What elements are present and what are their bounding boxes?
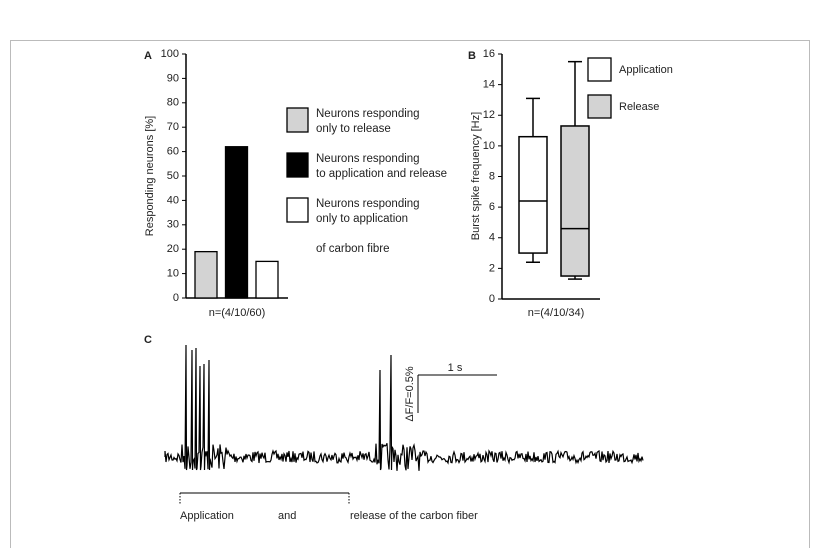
y-tick-label: 4 [489, 232, 495, 244]
y-tick-label: 16 [483, 48, 495, 60]
frame [10, 40, 810, 548]
trace [164, 344, 644, 471]
legend-label: Application [619, 64, 673, 76]
legend-label: Release [619, 101, 659, 113]
y-tick-label: 10 [167, 268, 179, 280]
y-axis-label: Burst spike frequency [Hz] [470, 112, 482, 240]
legend-label: Neurons responding only to release [316, 108, 420, 135]
y-tick-label: 0 [173, 292, 179, 304]
y-tick-label: 60 [167, 146, 179, 158]
y-tick-label: 0 [489, 293, 495, 305]
y-tick-label: 90 [167, 72, 179, 84]
y-tick-label: 20 [167, 243, 179, 255]
panel-label: A [144, 50, 152, 62]
annotation: release of the carbon fiber [350, 510, 478, 522]
bar [255, 260, 279, 299]
y-tick-label: 40 [167, 194, 179, 206]
box [560, 125, 590, 277]
y-tick-label: 14 [483, 79, 495, 91]
annotation: Application [180, 510, 234, 522]
y-tick-label: 50 [167, 170, 179, 182]
box [518, 135, 548, 254]
scale-label: ΔF/F=0.5% [404, 366, 416, 422]
legend-swatch [286, 152, 309, 178]
bar [194, 250, 218, 299]
x-axis-label: n=(4/10/34) [528, 307, 585, 319]
legend-swatch [286, 107, 309, 133]
panel-label: B [468, 50, 476, 62]
legend-label: Neurons responding only to application o… [316, 198, 420, 255]
x-axis-label: n=(4/10/60) [209, 307, 266, 319]
legend-swatch [587, 94, 612, 119]
y-axis-label: Responding neurons [%] [144, 116, 156, 236]
y-tick-label: 8 [489, 170, 495, 182]
y-tick-label: 70 [167, 121, 179, 133]
legend-swatch [587, 57, 612, 82]
legend-label: Neurons responding to application and re… [316, 153, 448, 180]
y-tick-label: 30 [167, 219, 179, 231]
y-tick-label: 80 [167, 97, 179, 109]
y-tick-label: 12 [483, 109, 495, 121]
legend-swatch [286, 197, 309, 223]
annotation: and [278, 510, 296, 522]
panel-label: C [144, 334, 152, 346]
y-tick-label: 100 [161, 48, 179, 60]
y-tick-label: 6 [489, 201, 495, 213]
y-tick-label: 2 [489, 262, 495, 274]
scale-label: 1 s [448, 362, 463, 374]
bar [224, 146, 249, 299]
y-tick-label: 10 [483, 140, 495, 152]
